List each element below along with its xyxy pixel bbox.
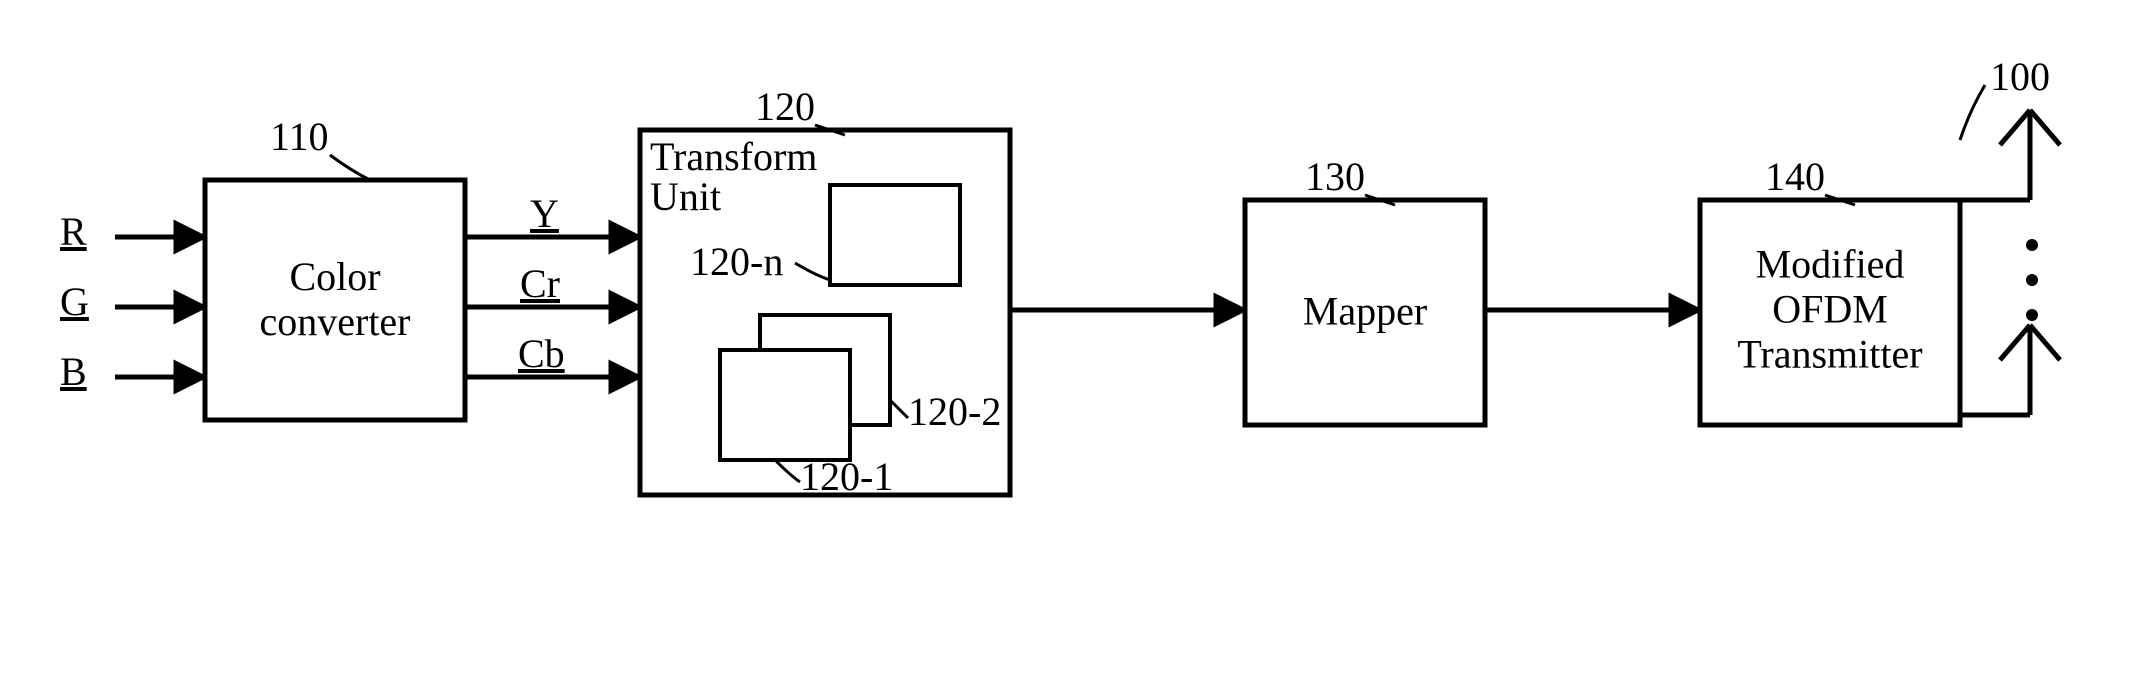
transform-inner-n-ref: 120-n [690,239,783,284]
antenna-top-icon-v-left [2000,110,2030,145]
system-ref-label: 100 [1990,54,2050,99]
transform-inner-1-ref: 120-1 [800,454,893,499]
transmitter-ref: 140 [1765,154,1825,199]
signal-g-label: G [60,279,89,324]
mapper-ref: 130 [1305,154,1365,199]
mapper-title: Mapper [1303,289,1427,334]
transform-unit-title-2: Unit [650,174,721,219]
color-converter-title-1: Color [289,254,380,299]
signal-y-label: Y [530,191,559,236]
color-converter-title-2: converter [259,299,410,344]
antenna-ellipsis-dot-3 [2026,309,2038,321]
transmitter-title-3: Transmitter [1737,332,1922,377]
color-converter-ref: 110 [270,114,329,159]
transmitter-title-2: OFDM [1772,287,1888,332]
transform-inner-n-box [830,185,960,285]
transmitter-title-1: Modified [1756,242,1905,287]
antenna-top-icon-v-right [2030,110,2060,145]
antenna-ellipsis-dot-1 [2026,239,2038,251]
antenna-bottom-icon-v-left [2000,325,2030,360]
signal-b-label: B [60,349,87,394]
transform-inner-2-ref: 120-2 [908,389,1001,434]
transform-unit-ref: 120 [755,84,815,129]
signal-r-label: R [60,209,87,254]
system-ref-leader [1960,85,1985,140]
transform-unit-title-1: Transform [650,134,817,179]
transform-inner-1-box [720,350,850,460]
signal-cr-label: Cr [520,261,560,306]
color-converter-leader [330,155,370,180]
block-diagram: RGB Colorconverter 110 Y Cr Cb TransformUnit 12… [0,0,2131,677]
antenna-bottom-icon-v-right [2030,325,2060,360]
signal-cb-label: Cb [518,331,565,376]
antenna-ellipsis-dot-2 [2026,274,2038,286]
